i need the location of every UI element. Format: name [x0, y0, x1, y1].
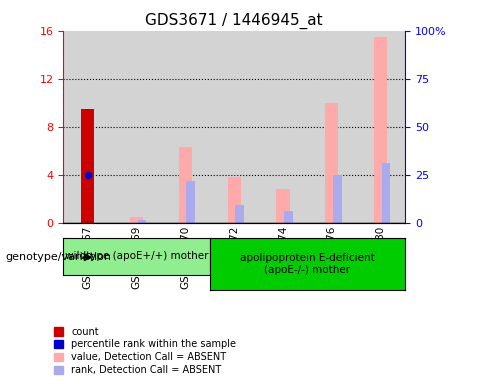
- Legend: count, percentile rank within the sample, value, Detection Call = ABSENT, rank, : count, percentile rank within the sample…: [54, 326, 236, 375]
- Bar: [161, 31, 210, 223]
- Bar: [284, 211, 293, 223]
- Bar: [356, 31, 405, 223]
- Bar: [63, 31, 112, 223]
- Bar: [374, 37, 387, 223]
- Bar: [81, 109, 95, 223]
- Bar: [307, 31, 356, 223]
- Bar: [210, 31, 259, 223]
- Title: GDS3671 / 1446945_at: GDS3671 / 1446945_at: [145, 13, 323, 29]
- Bar: [235, 205, 244, 223]
- Bar: [227, 177, 241, 223]
- Bar: [130, 217, 143, 223]
- Bar: [186, 181, 195, 223]
- Bar: [112, 31, 161, 223]
- Bar: [325, 103, 338, 223]
- Bar: [382, 163, 390, 223]
- Bar: [333, 175, 342, 223]
- Text: genotype/variation: genotype/variation: [5, 252, 111, 262]
- Text: apolipoprotein E-deficient
(apoE-/-) mother: apolipoprotein E-deficient (apoE-/-) mot…: [240, 253, 375, 275]
- Bar: [138, 220, 146, 223]
- percentile rank within the sample: [84, 172, 92, 178]
- Bar: [259, 31, 307, 223]
- Text: wildtype (apoE+/+) mother: wildtype (apoE+/+) mother: [65, 251, 208, 262]
- Bar: [179, 147, 192, 223]
- Bar: [276, 189, 290, 223]
